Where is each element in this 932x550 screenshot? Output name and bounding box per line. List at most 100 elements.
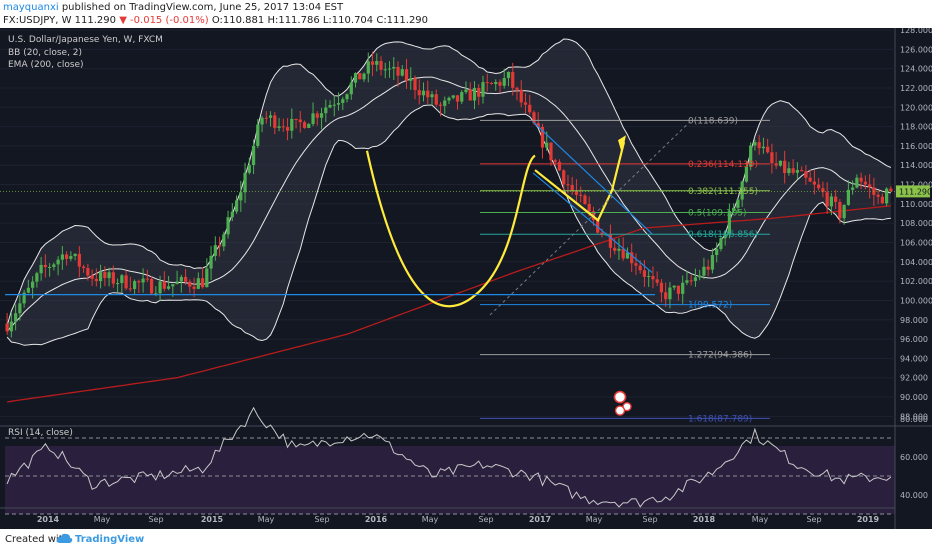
- candle-body: [630, 252, 634, 264]
- author-link[interactable]: mayquanxi: [3, 2, 59, 13]
- candle-body: [761, 146, 766, 149]
- candle-body: [213, 245, 217, 256]
- candle-body: [230, 211, 234, 218]
- candle-body: [753, 142, 757, 146]
- candle-body: [285, 127, 290, 131]
- candle-body: [196, 278, 200, 289]
- candle-body: [192, 286, 196, 289]
- candle-body: [727, 210, 732, 234]
- candle-body: [553, 160, 557, 162]
- candle-body: [86, 268, 90, 276]
- candle-body: [443, 100, 447, 106]
- legend-title: U.S. Dollar/Japanese Yen, W, FXCM: [8, 35, 163, 45]
- time-tick-label: May: [258, 515, 275, 524]
- candle-body: [268, 115, 273, 118]
- candle-body: [396, 66, 400, 76]
- candle-body: [829, 196, 834, 207]
- rsi-pane: [5, 406, 893, 515]
- candle-body: [234, 200, 239, 212]
- candle-body: [200, 278, 205, 288]
- price-tick-label: 126.000: [900, 45, 932, 54]
- fib-level-label: 1.272(94.386): [688, 351, 752, 361]
- time-tick-label: 2017: [529, 515, 551, 524]
- candle-body: [851, 187, 855, 190]
- candle-body: [400, 69, 404, 76]
- candle-body: [149, 278, 154, 294]
- candle-body: [179, 276, 183, 282]
- candle-body: [757, 142, 761, 149]
- tradingview-brand[interactable]: TradingView: [75, 534, 145, 545]
- published-text: published on TradingView.com, June 25, 2…: [61, 2, 344, 13]
- candle-body: [723, 233, 727, 239]
- candle-body: [124, 275, 128, 289]
- fib-level-label: 0.236(114.139): [688, 160, 758, 170]
- time-tick-label: 2019: [857, 515, 880, 524]
- candle-body: [889, 188, 893, 192]
- candle-body: [647, 275, 651, 277]
- candle-body: [226, 217, 230, 235]
- candle-body: [145, 278, 149, 280]
- candle-body: [281, 126, 285, 128]
- candle-body: [273, 115, 277, 128]
- bollinger-fill: [7, 39, 891, 346]
- candle-body: [132, 281, 137, 290]
- publisher-line: mayquanxi published on TradingView.com, …: [3, 2, 343, 13]
- candle-body: [171, 284, 175, 287]
- candle-body: [659, 282, 664, 293]
- candle-body: [634, 263, 638, 266]
- candle-body: [294, 118, 298, 120]
- candle-body: [336, 102, 341, 105]
- candle-body: [319, 113, 324, 118]
- candle-body: [795, 170, 800, 173]
- candle-body: [770, 152, 774, 164]
- candle-body: [804, 171, 808, 178]
- ema-line: [7, 205, 891, 403]
- rsi-line: [6, 406, 892, 508]
- candle-body: [562, 170, 566, 185]
- candle-body: [345, 94, 349, 100]
- candle-body: [506, 72, 511, 79]
- candle-body: [787, 168, 791, 174]
- price-tick-label: 114.000: [900, 161, 932, 170]
- candle-body: [532, 112, 536, 124]
- candle-body: [549, 142, 553, 161]
- candle-body: [617, 248, 621, 251]
- candle-body: [621, 248, 625, 259]
- time-tick-label: 2018: [693, 515, 716, 524]
- candle-body: [668, 287, 672, 300]
- bollinger-upper: [6, 38, 892, 326]
- fib-level-label: 0.382(111.355): [688, 187, 758, 197]
- fib-level-label: 0(118.639): [688, 116, 738, 126]
- fib-trend-line: [489, 121, 691, 316]
- drawn-annotations: [5, 121, 691, 416]
- channel-upper-line: [532, 121, 653, 235]
- candle-body: [710, 255, 715, 270]
- event-marker: [614, 405, 626, 416]
- candle-body: [451, 95, 455, 98]
- candle-body: [791, 168, 795, 173]
- price-tick-label: 110.000: [900, 200, 932, 209]
- candle-body: [332, 104, 336, 106]
- fibonacci-levels: 0(118.639) 0.236(114.139) 0.382(111.355) 0.…: [0, 116, 895, 424]
- rsi-tick-label: 60.000: [900, 453, 928, 462]
- price-chart[interactable]: 0(118.639) 0.236(114.139) 0.382(111.355) 0.…: [0, 28, 932, 529]
- candle-body: [298, 119, 302, 123]
- candle-body: [90, 275, 94, 279]
- candle-body: [540, 126, 545, 148]
- candle-body: [868, 184, 872, 188]
- candle-body: [638, 265, 642, 271]
- candle-body: [137, 281, 141, 283]
- candle-body: [587, 204, 591, 212]
- candle-body: [243, 172, 247, 193]
- candle-body: [205, 268, 209, 288]
- rsi-tick-label: 80.000: [900, 415, 928, 424]
- candle-body: [209, 255, 213, 269]
- candle-body: [128, 288, 132, 290]
- candle-body: [523, 102, 528, 105]
- candle-body: [736, 199, 740, 208]
- candle-body: [52, 264, 56, 267]
- candle-body: [324, 107, 328, 114]
- candle-body: [885, 188, 889, 204]
- fib-level-label: 0.618(106.856): [688, 230, 758, 240]
- candle-body: [842, 204, 846, 219]
